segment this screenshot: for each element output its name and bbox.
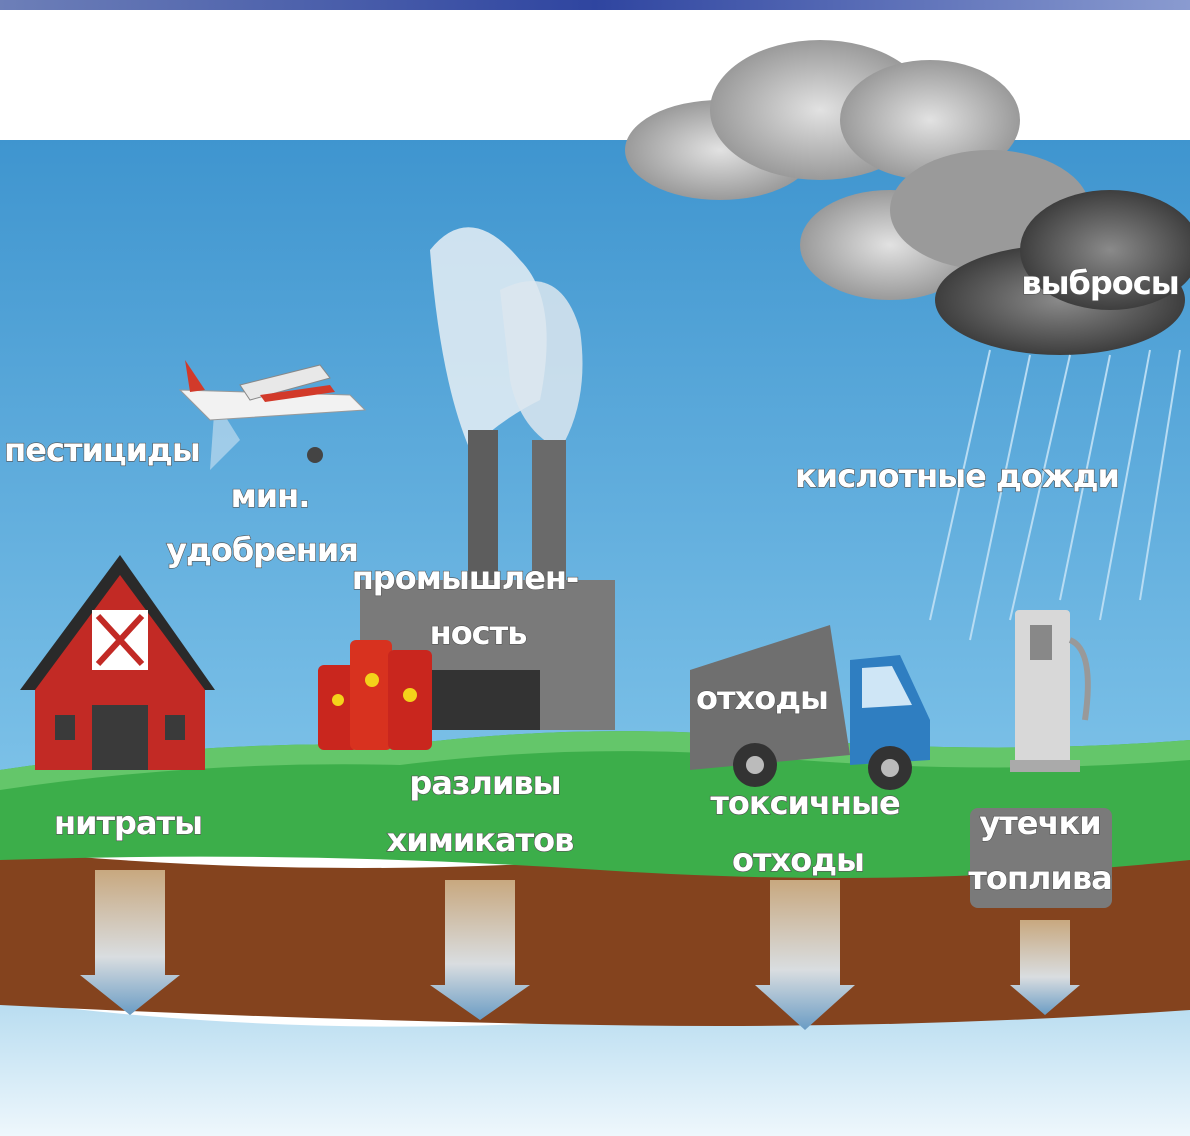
label: удобрения — [166, 531, 358, 569]
label: промышлен- — [352, 559, 579, 597]
label: нитраты — [54, 804, 202, 842]
label: выбросы — [1021, 264, 1178, 302]
label: мин. — [231, 477, 310, 515]
label: утечки — [979, 804, 1100, 842]
label: химикатов — [387, 821, 574, 859]
illustration: выбросы пестициды мин. удобрения промышл… — [0, 0, 1190, 1136]
label: топлива — [968, 859, 1111, 897]
label: пестициды — [4, 431, 200, 469]
top-bar — [0, 0, 1190, 10]
label: отходы — [696, 679, 828, 717]
label: кислотные дожди — [795, 457, 1119, 495]
label: токсичные — [710, 784, 900, 822]
label: отходы — [732, 841, 864, 879]
label: разливы — [409, 764, 560, 802]
label: ность — [430, 614, 527, 652]
